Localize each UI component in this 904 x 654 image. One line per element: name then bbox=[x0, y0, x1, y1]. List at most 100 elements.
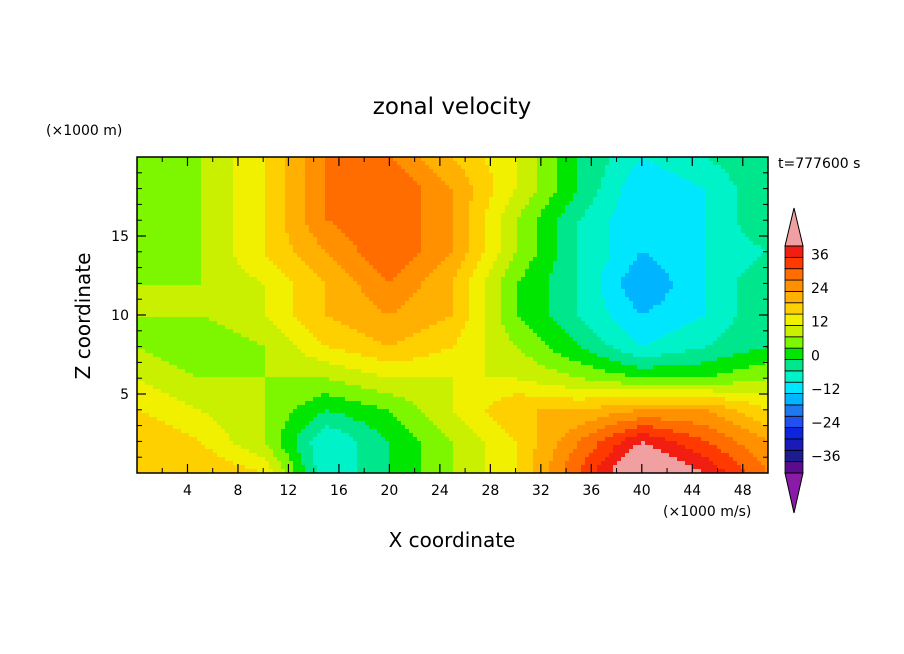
contour-cell bbox=[497, 241, 502, 246]
contour-cell bbox=[417, 269, 422, 274]
contour-cell bbox=[197, 169, 202, 174]
contour-cell bbox=[441, 241, 446, 246]
contour-cell bbox=[289, 257, 294, 262]
contour-cell bbox=[253, 281, 258, 286]
contour-cell bbox=[405, 269, 410, 274]
contour-cell bbox=[209, 261, 214, 266]
contour-cell bbox=[421, 213, 426, 218]
contour-cell bbox=[305, 169, 310, 174]
contour-cell bbox=[313, 177, 318, 182]
contour-cell bbox=[261, 261, 266, 266]
contour-cell bbox=[593, 157, 598, 162]
contour-cell bbox=[165, 273, 170, 278]
contour-cell bbox=[369, 165, 374, 170]
contour-cell bbox=[433, 177, 438, 182]
contour-cell bbox=[289, 245, 294, 250]
contour-cell bbox=[177, 173, 182, 178]
contour-cell bbox=[345, 177, 350, 182]
contour-cell bbox=[333, 225, 338, 230]
contour-cell bbox=[253, 161, 258, 166]
contour-cell bbox=[377, 217, 382, 222]
contour-cell bbox=[361, 213, 366, 218]
contour-cell bbox=[273, 157, 278, 162]
contour-cell bbox=[745, 165, 750, 170]
contour-cell bbox=[645, 161, 650, 166]
contour-cell bbox=[505, 253, 510, 258]
contour-cell bbox=[201, 265, 206, 270]
contour-cell bbox=[753, 269, 758, 274]
contour-cell bbox=[157, 249, 162, 254]
contour-cell bbox=[233, 217, 238, 222]
contour-cell bbox=[649, 173, 654, 178]
contour-cell bbox=[245, 249, 250, 254]
contour-cell bbox=[365, 201, 370, 206]
contour-cell bbox=[413, 189, 418, 194]
contour-cell bbox=[241, 209, 246, 214]
contour-cell bbox=[369, 253, 374, 258]
contour-cell bbox=[645, 261, 650, 266]
contour-cell bbox=[457, 205, 462, 210]
contour-cell bbox=[361, 157, 366, 162]
contour-cell bbox=[585, 237, 590, 242]
contour-cell bbox=[461, 237, 466, 242]
contour-cell bbox=[153, 277, 158, 282]
contour-cell bbox=[497, 233, 502, 238]
contour-cell bbox=[481, 209, 486, 214]
contour-cell bbox=[265, 261, 270, 266]
contour-cell bbox=[353, 205, 358, 210]
contour-cell bbox=[353, 157, 358, 162]
contour-cell bbox=[201, 185, 206, 190]
contour-cell bbox=[605, 273, 610, 278]
contour-cell bbox=[237, 173, 242, 178]
contour-cell bbox=[733, 269, 738, 274]
contour-cell bbox=[169, 277, 174, 282]
contour-cell bbox=[457, 217, 462, 222]
contour-cell bbox=[209, 193, 214, 198]
contour-cell bbox=[489, 165, 494, 170]
contour-cell bbox=[697, 237, 702, 242]
contour-cell bbox=[313, 209, 318, 214]
contour-cell bbox=[581, 173, 586, 178]
contour-cell bbox=[537, 277, 542, 282]
contour-cell bbox=[297, 209, 302, 214]
contour-cell bbox=[717, 237, 722, 242]
contour-cell bbox=[701, 229, 706, 234]
contour-cell bbox=[513, 193, 518, 198]
contour-cell bbox=[529, 269, 534, 274]
contour-cell bbox=[257, 269, 262, 274]
contour-cell bbox=[357, 201, 362, 206]
contour-cell bbox=[405, 273, 410, 278]
contour-cell bbox=[185, 249, 190, 254]
contour-cell bbox=[425, 169, 430, 174]
contour-cell bbox=[389, 253, 394, 258]
contour-cell bbox=[653, 189, 658, 194]
contour-cell bbox=[145, 269, 150, 274]
contour-cell bbox=[473, 277, 478, 282]
contour-cell bbox=[209, 269, 214, 274]
contour-cell bbox=[213, 237, 218, 242]
contour-cell bbox=[149, 233, 154, 238]
contour-cell bbox=[481, 157, 486, 162]
contour-cell bbox=[281, 157, 286, 162]
contour-cell bbox=[257, 213, 262, 218]
contour-cell bbox=[301, 197, 306, 202]
contour-cell bbox=[241, 261, 246, 266]
contour-cell bbox=[205, 157, 210, 162]
contour-cell bbox=[461, 161, 466, 166]
contour-cell bbox=[429, 213, 434, 218]
contour-cell bbox=[213, 261, 218, 266]
contour-cell bbox=[493, 249, 498, 254]
contour-cell bbox=[437, 257, 442, 262]
contour-cell bbox=[457, 221, 462, 226]
contour-cell bbox=[333, 181, 338, 186]
contour-cell bbox=[469, 257, 474, 262]
contour-cell bbox=[321, 201, 326, 206]
contour-cell bbox=[377, 257, 382, 262]
contour-cell bbox=[601, 269, 606, 274]
contour-cell bbox=[529, 157, 534, 162]
contour-cell bbox=[437, 213, 442, 218]
contour-cell bbox=[249, 165, 254, 170]
contour-cell bbox=[289, 265, 294, 270]
contour-cell bbox=[313, 249, 318, 254]
contour-cell bbox=[177, 273, 182, 278]
